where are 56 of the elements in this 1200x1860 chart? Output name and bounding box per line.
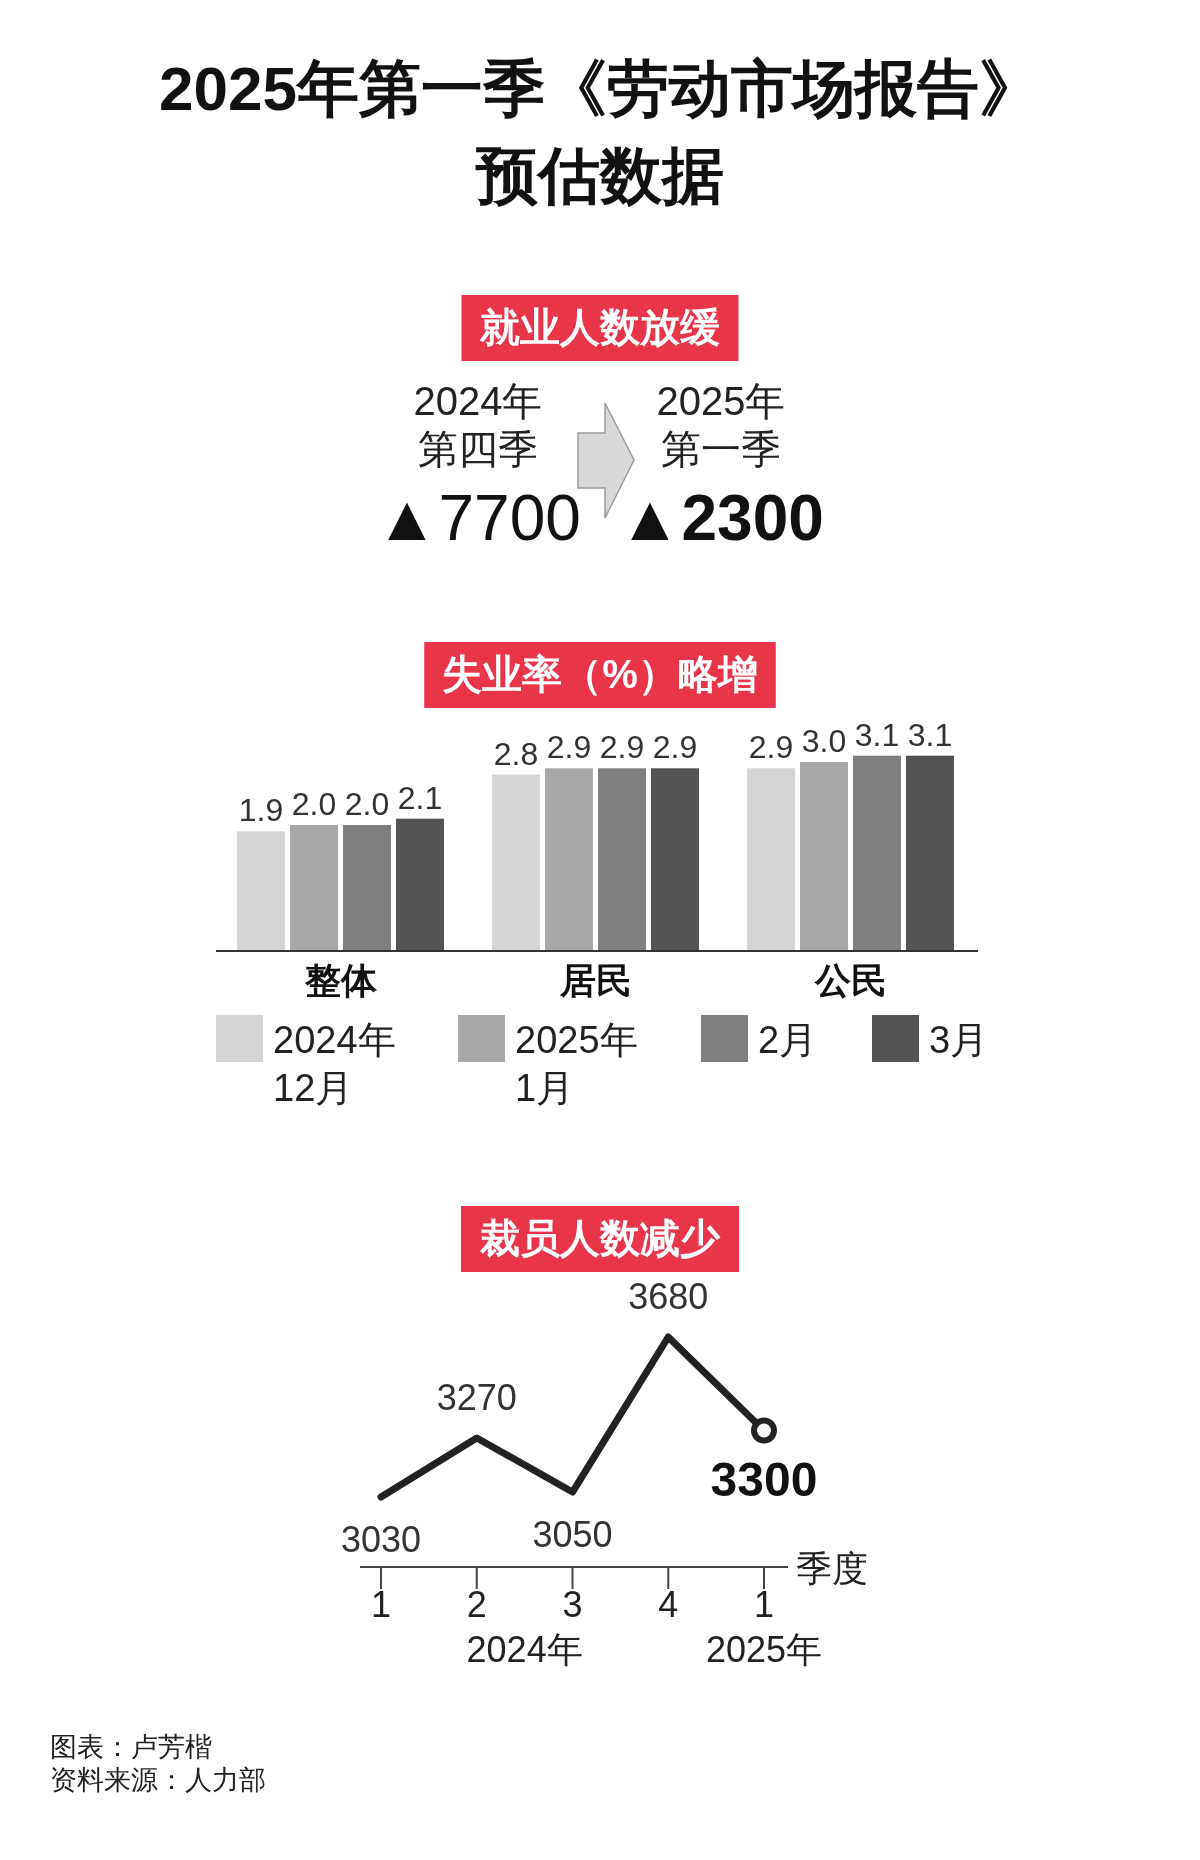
text: 2025年	[656, 379, 786, 423]
x-tick-label: 1	[753, 1584, 775, 1625]
text: 就业人数放缓	[479, 305, 720, 349]
text: 第一季	[661, 427, 781, 471]
bar	[545, 768, 593, 951]
data-label: 3.1	[907, 716, 953, 753]
x-tick-label: 4	[658, 1584, 679, 1625]
data-label: 1.9	[238, 792, 284, 829]
x-tick-label: 1	[370, 1584, 392, 1625]
data-label: 2.8	[493, 735, 539, 772]
data-label: 2.9	[546, 729, 592, 766]
bar	[396, 818, 444, 951]
data-label: 3050	[532, 1514, 613, 1556]
data-label: 3270	[436, 1376, 517, 1418]
bar	[598, 768, 646, 951]
legend-label: 2025年1月	[515, 1019, 638, 1109]
chart-title: 失业率（%）略增	[442, 652, 758, 696]
bar	[237, 831, 285, 951]
text: ▲2300	[618, 482, 824, 554]
bar	[906, 755, 954, 951]
text: 2025年第一季《劳动市场报告》预估数据	[159, 54, 1041, 210]
bar	[492, 774, 540, 951]
data-label: 2.1	[397, 779, 443, 816]
data-label: 3.1	[854, 716, 900, 753]
data-label: 3.0	[801, 723, 847, 759]
text: 第四季	[418, 427, 538, 471]
bar	[747, 768, 795, 951]
data-label: 2.9	[599, 729, 645, 766]
data-label: 2.0	[291, 786, 337, 822]
x-tick-label: 3	[562, 1584, 583, 1625]
data-label: 3030	[340, 1519, 422, 1560]
bar	[651, 768, 699, 951]
text: ▲7700	[375, 482, 581, 554]
legend-label: 2月	[758, 1019, 818, 1061]
x-tick-label: 2	[466, 1584, 487, 1625]
data-label: 2.9	[748, 729, 794, 766]
bar	[853, 755, 901, 951]
text: 2024年	[466, 1629, 583, 1670]
data-label: 3680	[628, 1276, 709, 1317]
data-label: 2.9	[652, 729, 698, 766]
text: 2025年	[705, 1629, 823, 1670]
bar	[800, 762, 848, 951]
x-tick-label: 公民	[813, 960, 887, 1001]
text: 资料来源：人力部	[50, 1765, 266, 1795]
bar	[343, 825, 391, 951]
bar	[290, 825, 338, 951]
chart-title: 裁员人数减少	[479, 1216, 721, 1260]
legend-label: 2024年12月	[273, 1019, 396, 1109]
x-axis-title: 季度	[796, 1548, 868, 1589]
text: 图表：卢芳楷	[50, 1732, 212, 1762]
data-label: 3300	[710, 1452, 818, 1506]
x-tick-label: 居民	[558, 960, 632, 1001]
x-tick-label: 整体	[303, 960, 378, 1001]
text: 2024年	[413, 379, 543, 423]
legend-label: 3月	[929, 1019, 989, 1061]
data-label: 2.0	[344, 786, 390, 822]
